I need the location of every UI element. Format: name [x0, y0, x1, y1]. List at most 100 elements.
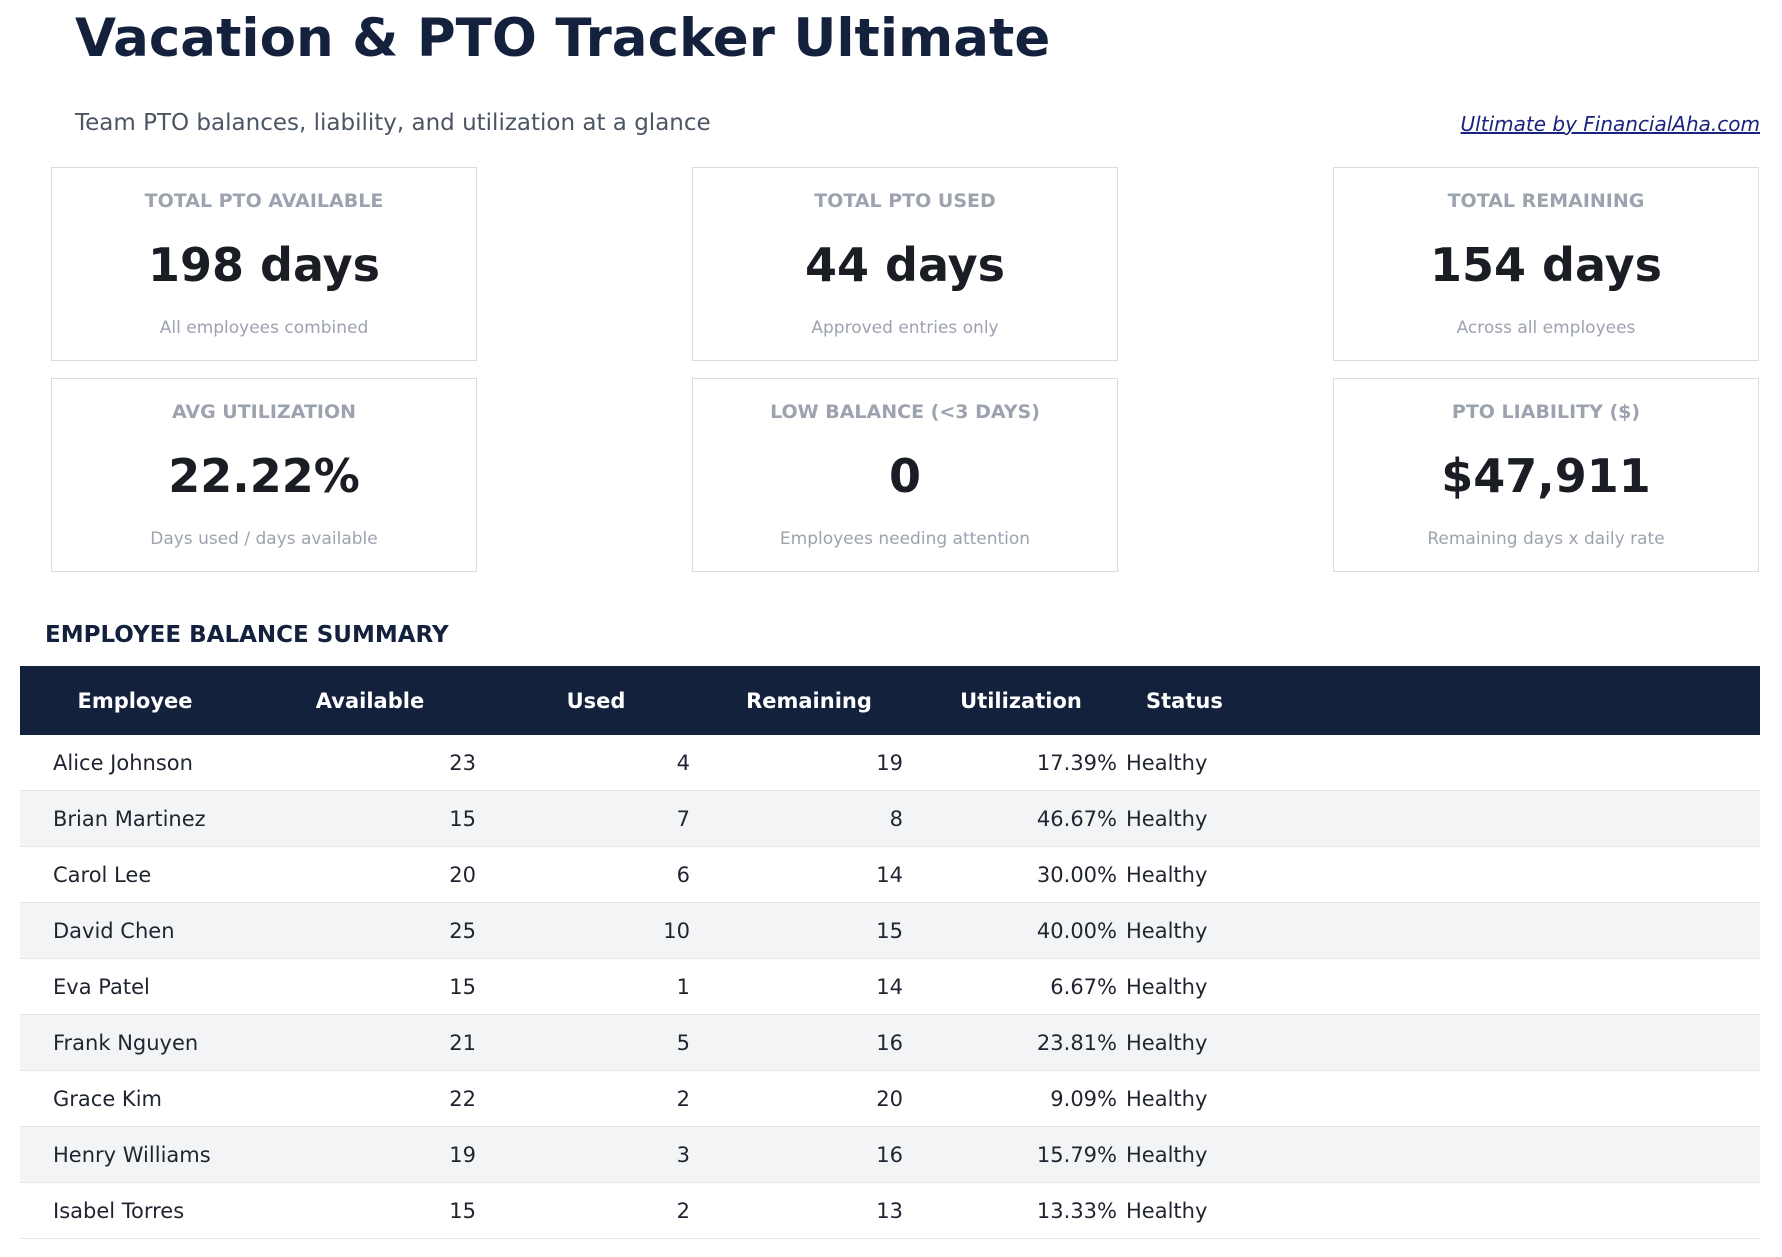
- kpi-note: All employees combined: [159, 318, 369, 338]
- table-cell: 2: [490, 1070, 702, 1127]
- table-row: Henry Williams 19 3 16 15.79% Healthy: [20, 1126, 1760, 1183]
- table-cell: Brian Martinez: [20, 790, 250, 847]
- table-row: Brian Martinez 15 7 8 46.67% Healthy: [20, 790, 1760, 847]
- column-header: Remaining: [702, 666, 916, 735]
- header-row: Employee Available Used Remaining Utilizatio…: [20, 666, 1760, 735]
- table-cell: 14: [702, 846, 916, 903]
- table-row: Grace Kim 22 2 20 9.09% Healthy: [20, 1070, 1760, 1127]
- table-cell: Healthy: [1126, 902, 1760, 959]
- column-header: Employee: [20, 666, 250, 735]
- kpi-note: Days used / days available: [150, 529, 378, 549]
- table-cell: 2: [490, 1182, 702, 1239]
- kpi-card: AVG UTILIZATION 22.22% Days used / days av…: [51, 378, 477, 572]
- kpi-note: Across all employees: [1456, 318, 1636, 338]
- table-cell: Healthy: [1126, 790, 1760, 847]
- table-cell: 40.00%: [916, 902, 1126, 959]
- kpi-value: $47,911: [1441, 449, 1651, 503]
- table-cell: 8: [702, 790, 916, 847]
- kpi-label: LOW BALANCE (<3 DAYS): [770, 401, 1040, 423]
- column-header: Status: [1126, 666, 1760, 735]
- kpi-label: AVG UTILIZATION: [171, 401, 357, 423]
- title: Vacation & PTO Tracker Ultimate: [75, 8, 1051, 69]
- link[interactable]: Ultimate by FinancialAha.com: [1460, 112, 1760, 136]
- table-cell: 22: [250, 1070, 490, 1127]
- table-cell: 46.67%: [916, 790, 1126, 847]
- kpi-value: 154 days: [1430, 238, 1662, 292]
- kpi-card: TOTAL REMAINING 154 days Across all employ…: [1333, 167, 1759, 361]
- table-cell: Healthy: [1126, 1126, 1760, 1183]
- table-row: Isabel Torres 15 2 13 13.33% Healthy: [20, 1182, 1760, 1239]
- kpi-value: 0: [888, 449, 921, 503]
- table-cell: 13: [702, 1182, 916, 1239]
- table-body: Alice Johnson 23 4 19 17.39% Healthy Brian Mar…: [20, 735, 1760, 1239]
- table-cell: Healthy: [1126, 846, 1760, 903]
- table-cell: 7: [490, 790, 702, 847]
- table-cell: Healthy: [1126, 735, 1760, 791]
- kpi-label: TOTAL REMAINING: [1447, 190, 1645, 212]
- kpi-note: Remaining days x daily rate: [1427, 529, 1665, 549]
- table-cell: 15: [702, 902, 916, 959]
- table-cell: 6.67%: [916, 958, 1126, 1015]
- table-cell: 23.81%: [916, 1014, 1126, 1071]
- table-cell: 15: [250, 958, 490, 1015]
- table-cell: 25: [250, 902, 490, 959]
- table-cell: 16: [702, 1014, 916, 1071]
- table-row: Frank Nguyen 21 5 16 23.81% Healthy: [20, 1014, 1760, 1071]
- table-row: Eva Patel 15 1 14 6.67% Healthy: [20, 958, 1760, 1015]
- table-cell: Eva Patel: [20, 958, 250, 1015]
- table-cell: Healthy: [1126, 1014, 1760, 1071]
- table-cell: Grace Kim: [20, 1070, 250, 1127]
- kpi-label: PTO LIABILITY ($): [1451, 401, 1641, 423]
- table-cell: 17.39%: [916, 735, 1126, 791]
- table-cell: 13.33%: [916, 1182, 1126, 1239]
- section-title: EMPLOYEE BALANCE SUMMARY: [45, 622, 449, 648]
- table-cell: 3: [490, 1126, 702, 1183]
- kpi-card: LOW BALANCE (<3 DAYS) 0 Employees needing …: [692, 378, 1118, 572]
- table-row: Carol Lee 20 6 14 30.00% Healthy: [20, 846, 1760, 903]
- table-cell: Isabel Torres: [20, 1182, 250, 1239]
- table-cell: 1: [490, 958, 702, 1015]
- table-cell: 23: [250, 735, 490, 791]
- table-cell: Healthy: [1126, 1182, 1760, 1239]
- table-cell: David Chen: [20, 902, 250, 959]
- table-cell: 5: [490, 1014, 702, 1071]
- table-cell: 21: [250, 1014, 490, 1071]
- table-cell: 19: [250, 1126, 490, 1183]
- kpi-note: Approved entries only: [811, 318, 999, 338]
- table-cell: 30.00%: [916, 846, 1126, 903]
- table-row: Alice Johnson 23 4 19 17.39% Healthy: [20, 735, 1760, 791]
- table-cell: Henry Williams: [20, 1126, 250, 1183]
- kpi-note: Employees needing attention: [779, 529, 1031, 549]
- table-cell: 4: [490, 735, 702, 791]
- table-cell: 20: [702, 1070, 916, 1127]
- table-cell: 10: [490, 902, 702, 959]
- summary-table: Employee Available Used Remaining Utilizatio…: [20, 666, 1760, 1239]
- table-cell: Healthy: [1126, 1070, 1760, 1127]
- kpi-value: 198 days: [148, 238, 380, 292]
- table-cell: Frank Nguyen: [20, 1014, 250, 1071]
- table-cell: 15: [250, 1182, 490, 1239]
- kpi-card: PTO LIABILITY ($) $47,911 Remaining days x…: [1333, 378, 1759, 572]
- table-cell: 20: [250, 846, 490, 903]
- table-cell: 9.09%: [916, 1070, 1126, 1127]
- kpi-label: TOTAL PTO USED: [814, 190, 996, 212]
- table-row: David Chen 25 10 15 40.00% Healthy: [20, 902, 1760, 959]
- table-cell: 16: [702, 1126, 916, 1183]
- table-cell: 6: [490, 846, 702, 903]
- column-header: Used: [490, 666, 702, 735]
- table-cell: Carol Lee: [20, 846, 250, 903]
- table-cell: Healthy: [1126, 958, 1760, 1015]
- table-cell: 19: [702, 735, 916, 791]
- column-header: Available: [250, 666, 490, 735]
- subtitle: Team PTO balances, liability, and utiliz…: [75, 110, 711, 136]
- table-cell: 15: [250, 790, 490, 847]
- table-cell: Alice Johnson: [20, 735, 250, 791]
- kpi-value: 44 days: [805, 238, 1005, 292]
- kpi-label: TOTAL PTO AVAILABLE: [144, 190, 384, 212]
- kpi-value: 22.22%: [168, 449, 360, 503]
- table-cell: 15.79%: [916, 1126, 1126, 1183]
- table-cell: 14: [702, 958, 916, 1015]
- column-header: Utilization: [916, 666, 1126, 735]
- kpi-card: TOTAL PTO USED 44 days Approved entries on…: [692, 167, 1118, 361]
